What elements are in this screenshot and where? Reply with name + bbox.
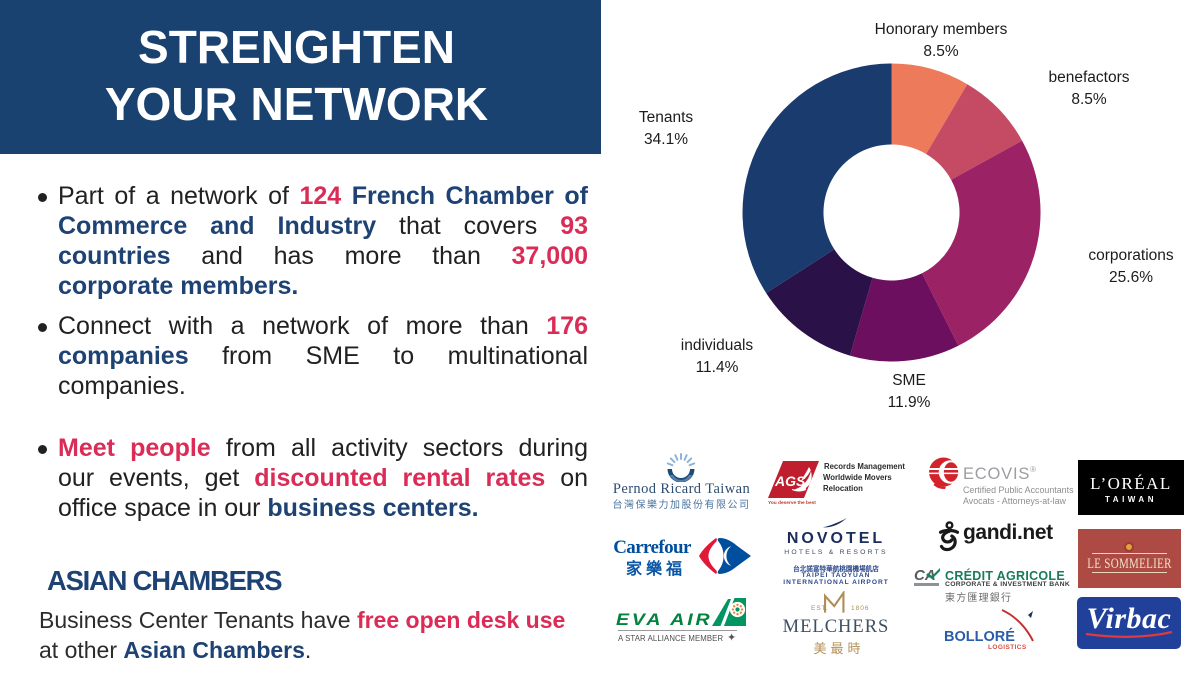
svg-text:AGS: AGS: [774, 473, 806, 489]
svg-text:CA: CA: [914, 567, 936, 584]
svg-text:You deserve the best: You deserve the best: [768, 500, 816, 506]
